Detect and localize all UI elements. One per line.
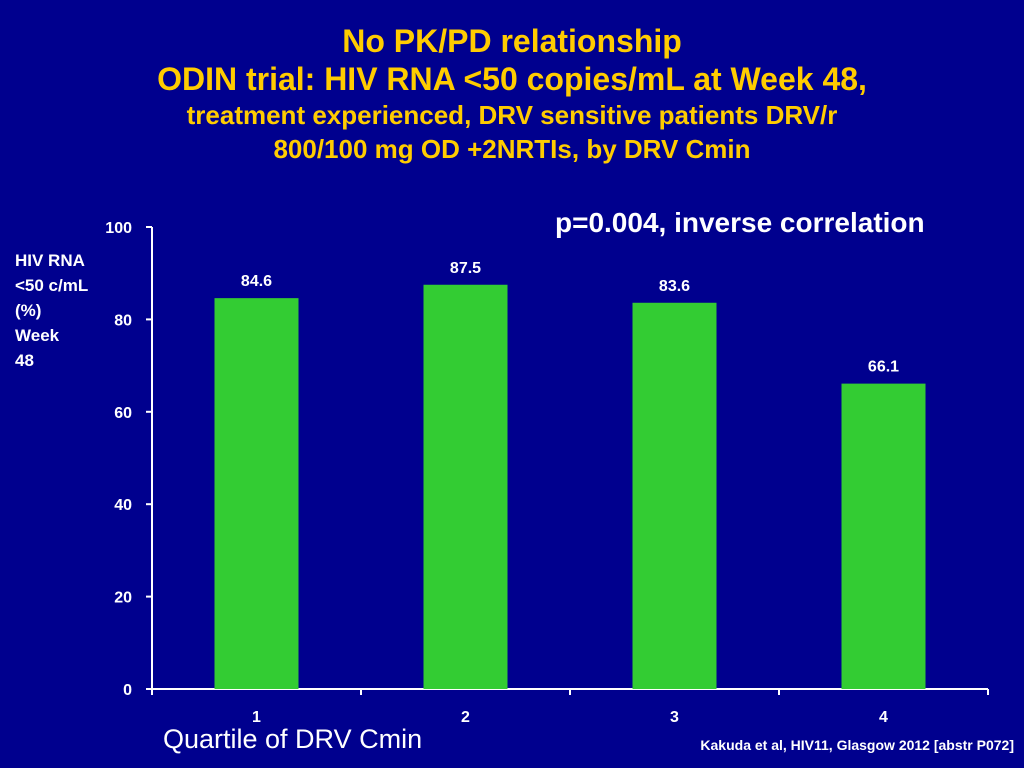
- title-line-1: No PK/PD relationship: [342, 23, 682, 59]
- data-label: 66.1: [868, 359, 899, 376]
- title-line-3a: treatment experienced, DRV sensitive pat…: [186, 100, 838, 130]
- y-tick-label: 40: [114, 497, 132, 514]
- y-tick-label: 60: [114, 405, 132, 422]
- bar: [632, 302, 717, 689]
- x-tick-label: 1: [252, 709, 261, 726]
- data-label: 87.5: [450, 260, 481, 277]
- slide-title: No PK/PD relationship ODIN trial: HIV RN…: [0, 22, 1024, 166]
- p-value-annotation: p=0.004, inverse correlation: [555, 207, 925, 238]
- y-tick-label: 80: [114, 312, 132, 329]
- bar: [841, 383, 926, 689]
- y-axis-label-line: 48: [15, 351, 34, 370]
- y-tick-label: 20: [114, 590, 132, 607]
- x-tick-label: 4: [879, 709, 888, 726]
- bar: [423, 284, 508, 689]
- title-line-2: ODIN trial: HIV RNA <50 copies/mL at Wee…: [157, 61, 867, 97]
- bar: [214, 298, 299, 689]
- data-label: 84.6: [241, 273, 272, 290]
- y-axis-label-line: <50 c/mL: [15, 276, 89, 295]
- y-axis-label-line: HIV RNA: [15, 251, 85, 270]
- y-tick-label: 0: [123, 682, 132, 699]
- source-citation: Kakuda et al, HIV11, Glasgow 2012 [abstr…: [700, 737, 1014, 753]
- y-axis-label: HIV RNA <50 c/mL (%) Week 48: [15, 248, 125, 373]
- y-axis-label-line: Week: [15, 326, 60, 345]
- title-line-3b: 800/100 mg OD +2NRTIs, by DRV Cmin: [273, 134, 751, 164]
- y-axis-label-line: (%): [15, 301, 42, 320]
- x-tick-label: 3: [670, 709, 679, 726]
- y-tick-label: 100: [105, 220, 132, 237]
- data-label: 83.6: [659, 278, 690, 295]
- x-tick-label: 2: [461, 709, 470, 726]
- x-axis-label: Quartile of DRV Cmin: [163, 724, 423, 754]
